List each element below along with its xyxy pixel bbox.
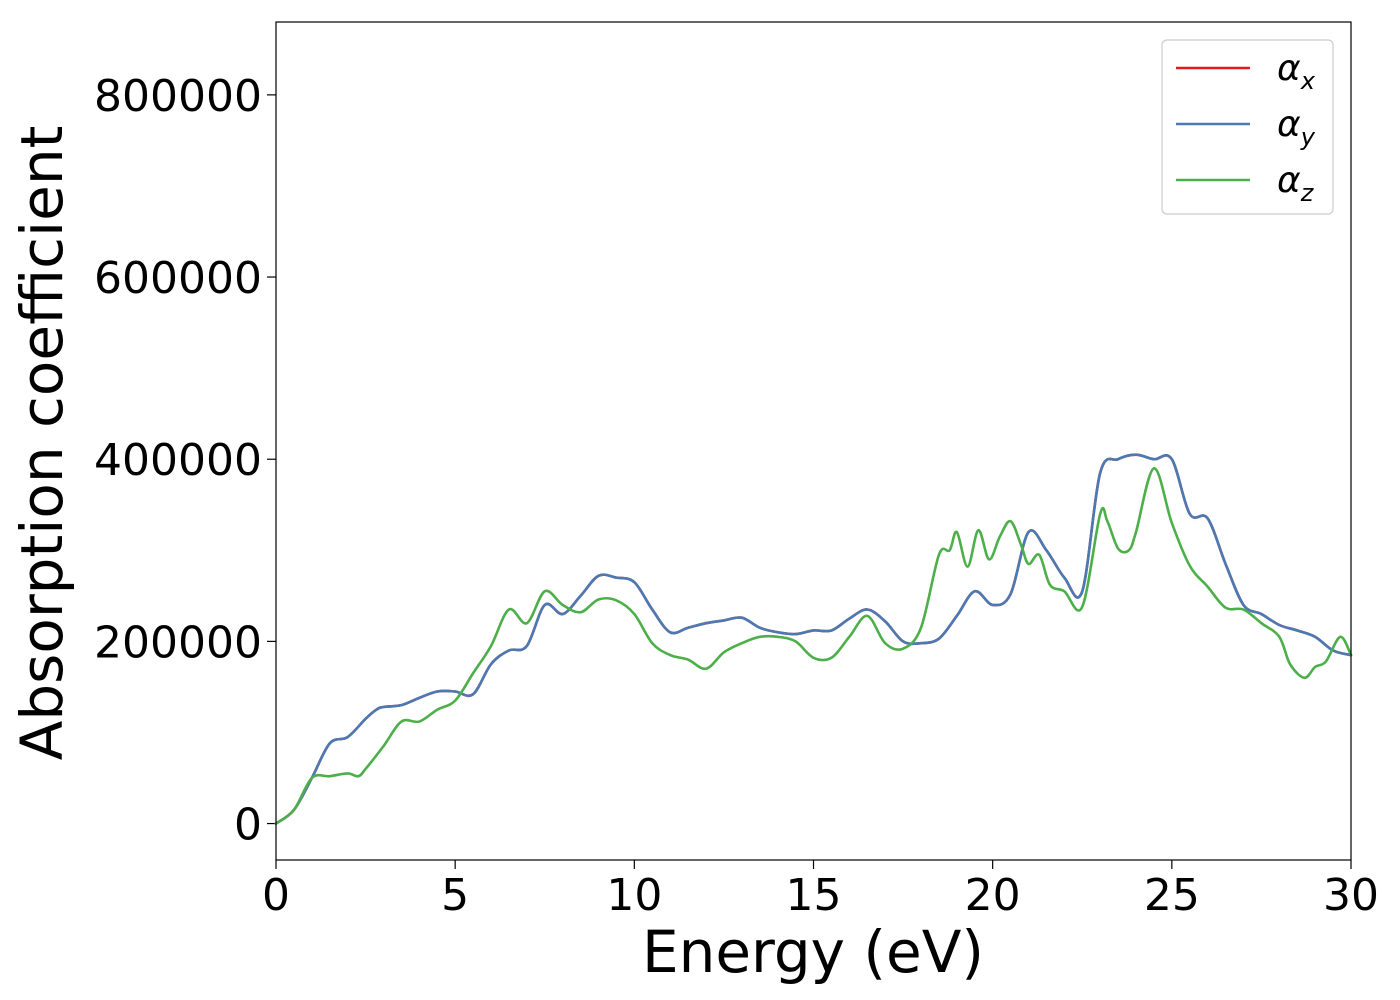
x-tick-label: 5 — [441, 870, 469, 921]
x-tick-label: 30 — [1323, 870, 1379, 921]
y-tick-label: 200000 — [94, 617, 262, 668]
series-line-alpha-z — [274, 467, 1353, 825]
y-tick-label: 800000 — [94, 71, 262, 122]
y-tick-label: 0 — [234, 800, 262, 851]
legend-subscript: x — [1300, 67, 1316, 95]
legend-symbol: α — [1277, 48, 1301, 89]
x-axis-label: Energy (eV) — [642, 918, 984, 986]
legend-box — [1161, 39, 1334, 215]
legend-label-alpha-y: αy — [1277, 104, 1316, 151]
legend-label-alpha-z: αz — [1277, 160, 1315, 207]
plot-frame — [275, 21, 1352, 861]
legend-symbol: α — [1277, 104, 1301, 145]
y-tick-label: 600000 — [94, 253, 262, 304]
legend-label-alpha-x: αx — [1277, 48, 1316, 95]
y-tick-label: 400000 — [94, 435, 262, 486]
x-tick-label: 20 — [965, 870, 1021, 921]
series-line-alpha-y — [274, 453, 1353, 825]
x-tick-label: 10 — [606, 870, 662, 921]
series-lines — [274, 453, 1353, 825]
x-tick-label: 25 — [1144, 870, 1200, 921]
legend-subscript: y — [1300, 123, 1316, 151]
axis-ticks: 0 5 10 15 20 25 30 0 200000 400000 600000 800000 — [94, 71, 1379, 921]
y-axis-label: Absorption coefficient — [8, 126, 76, 761]
x-tick-label: 0 — [262, 870, 290, 921]
x-tick-label: 15 — [786, 870, 842, 921]
legend-subscript: z — [1300, 179, 1315, 207]
legend-symbol: α — [1277, 160, 1301, 201]
